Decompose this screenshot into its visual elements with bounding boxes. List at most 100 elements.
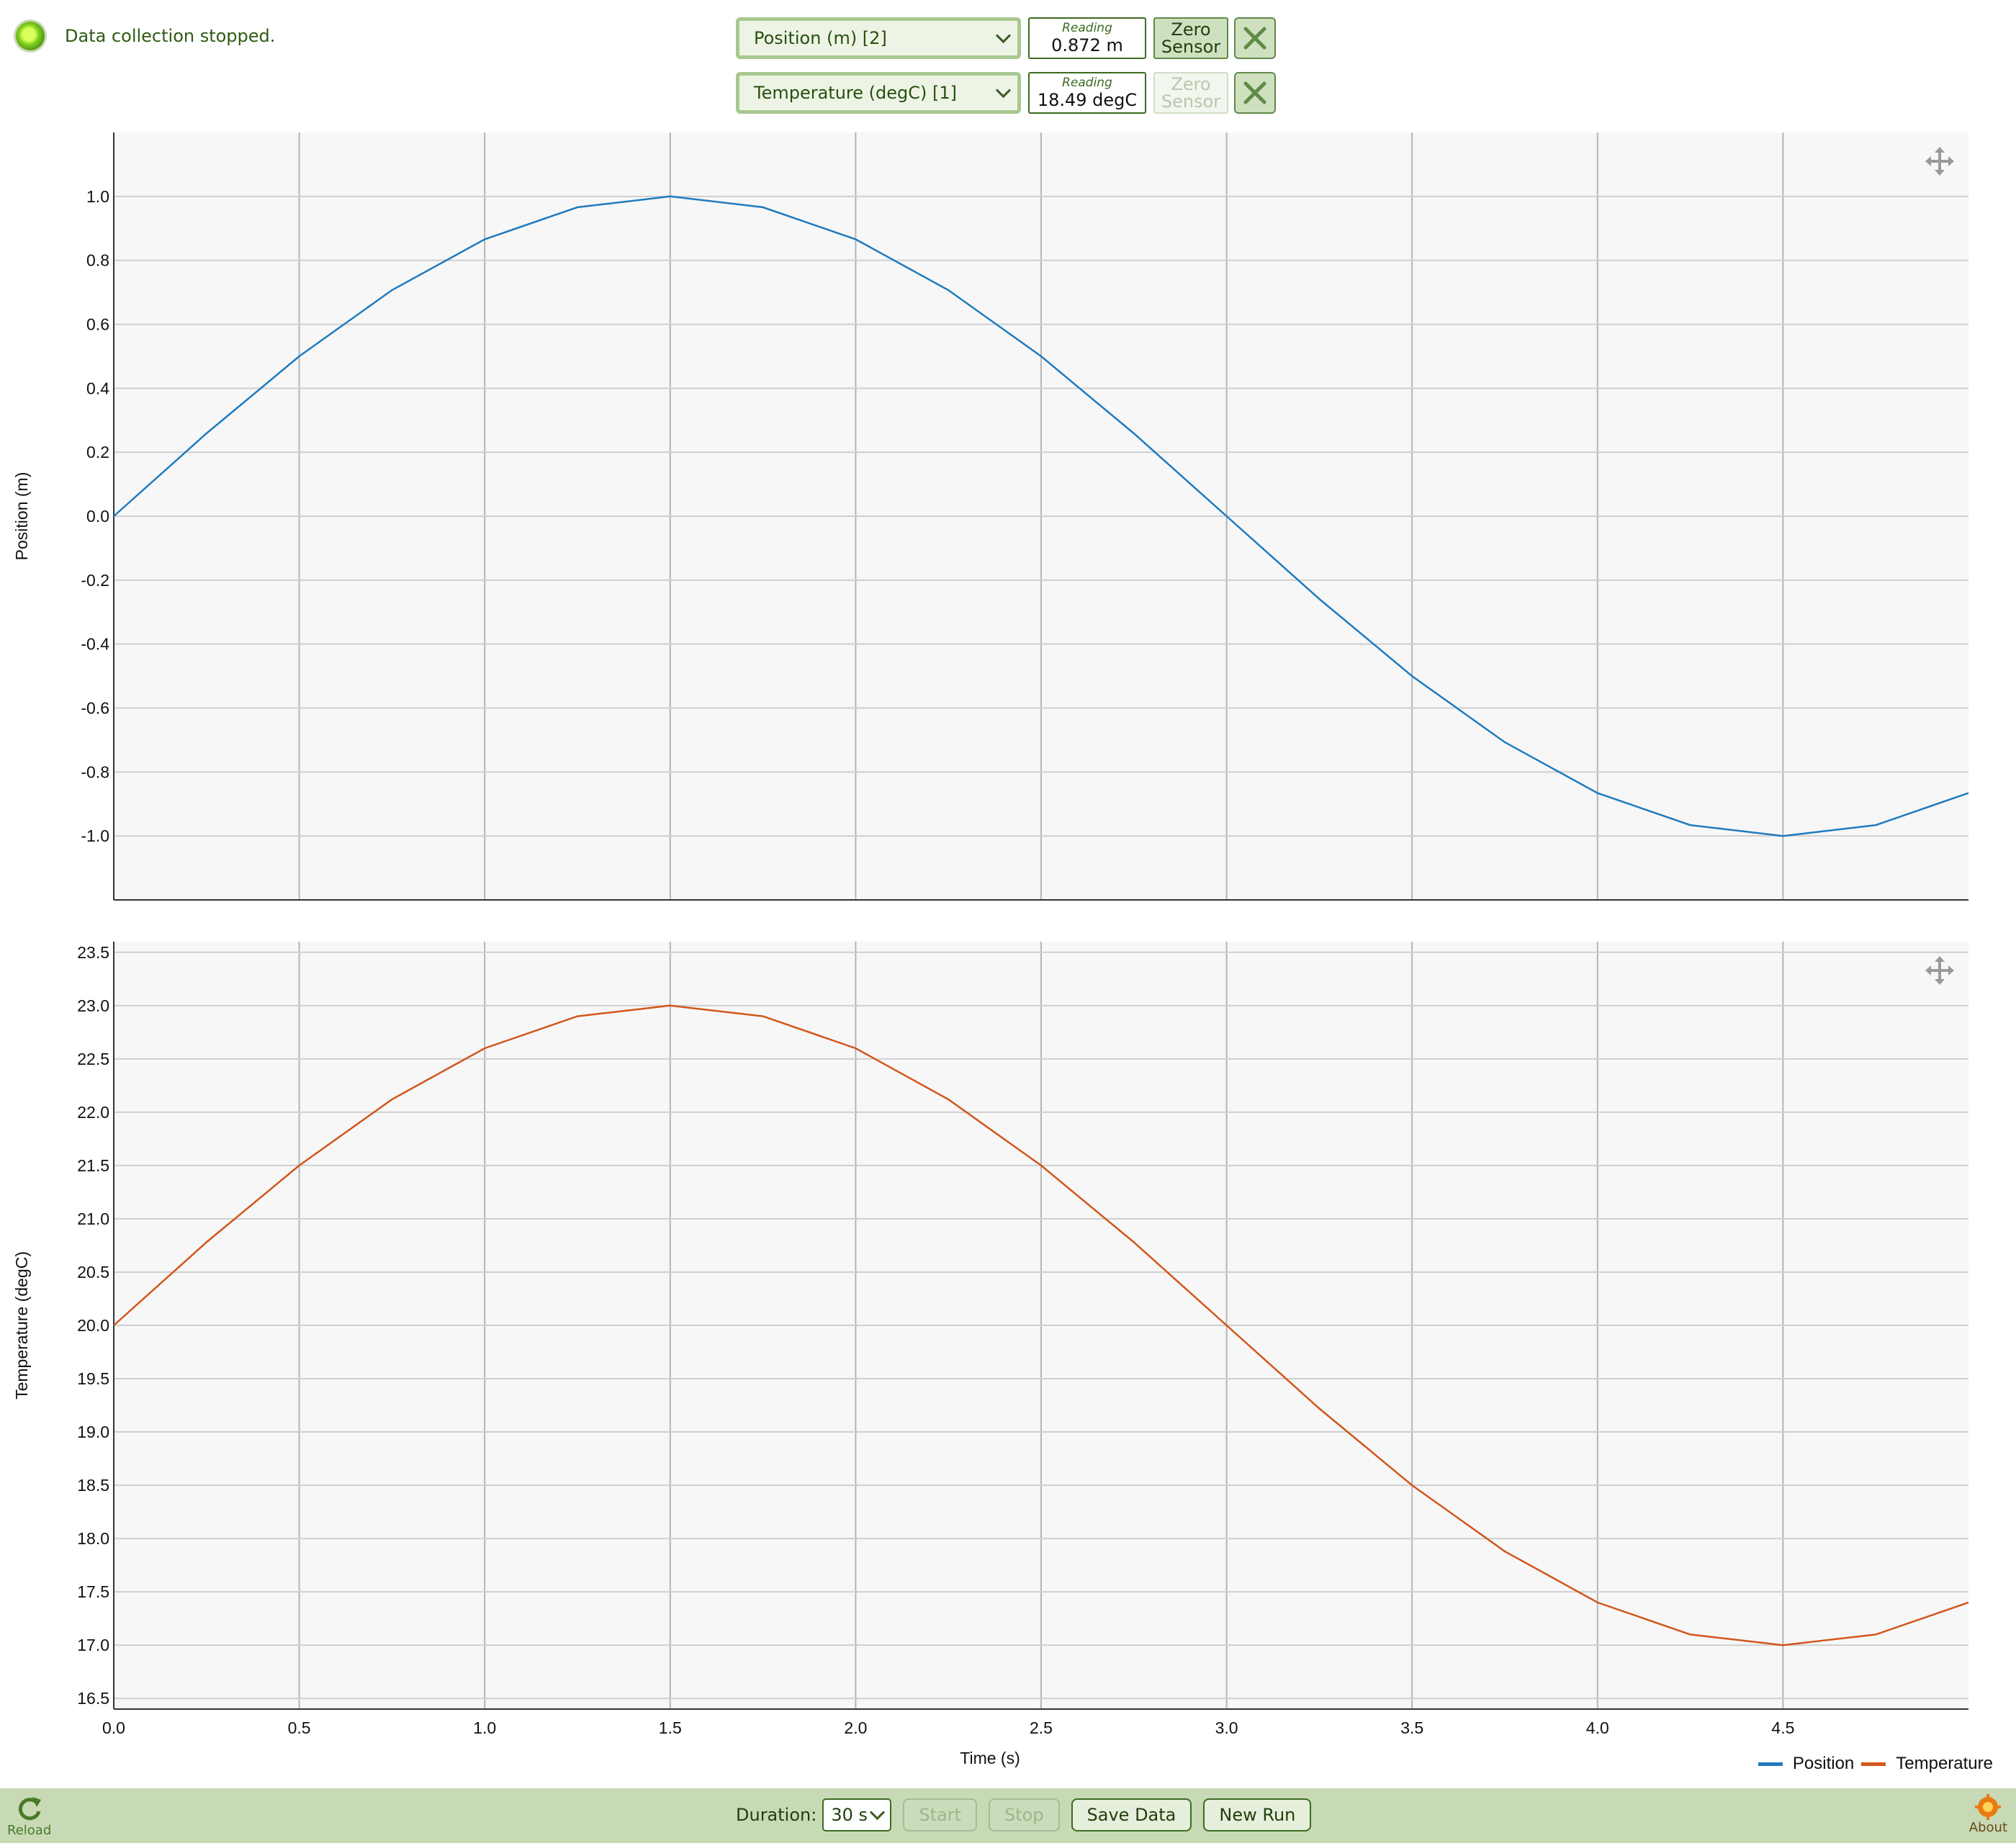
series-line-temperature [113, 1004, 1969, 1646]
legend-label: Temperature [1896, 1754, 1993, 1773]
y-tick-label: 21.5 [77, 1156, 109, 1175]
sensor-select-position[interactable]: Position (m) [2] [736, 17, 1021, 59]
x-tick-label: 0.0 [102, 1718, 125, 1737]
y-tick-label: 18.0 [77, 1529, 109, 1548]
zero-label: Zero [1171, 74, 1211, 94]
duration-value: 30 s [831, 1805, 868, 1825]
y-tick-label: 21.0 [77, 1209, 109, 1228]
about-button[interactable]: About [1969, 1794, 2007, 1835]
y-tick-label: 22.0 [77, 1103, 109, 1122]
legend-item-temperature: Temperature [1861, 1754, 1993, 1774]
y-tick-label: -0.4 [81, 635, 109, 654]
move-arrow-right [1948, 965, 1954, 975]
y-tick-label: 19.5 [77, 1369, 109, 1388]
start-button[interactable]: Start [903, 1798, 977, 1831]
y-tick-label: 17.5 [77, 1582, 109, 1601]
y-tick-label: 20.0 [77, 1316, 109, 1335]
sensor-select-label: Position (m) [2] [754, 28, 887, 48]
chevron-down-icon [870, 1804, 886, 1820]
x-tick-label: 0.5 [288, 1718, 311, 1737]
y-tick-label: 0.2 [86, 443, 109, 461]
reload-button[interactable]: Reload [7, 1794, 51, 1838]
zero-label: Zero [1171, 19, 1211, 40]
position-chart: 1.0 0.8 0.6 0.4 0.2 0.0 -0.2 -0.4 -0.6 -0.8 -1.0 Po… [12, 132, 1969, 901]
y-tick-label: 0.8 [86, 251, 109, 270]
y-tick-label: 20.5 [77, 1263, 109, 1281]
move-icon [1925, 956, 1954, 985]
reading-value: 0.872 m [1051, 35, 1123, 55]
y-axis-label: Position (m) [12, 472, 31, 561]
x-tick-label: 2.5 [1030, 1718, 1053, 1737]
sensor-label: Sensor [1161, 91, 1221, 112]
y-tick-label: 0.0 [86, 507, 109, 526]
x-tick-label: 2.0 [844, 1718, 867, 1737]
move-arrow-left [1925, 156, 1931, 166]
legend-label: Position [1792, 1754, 1855, 1773]
reload-icon [18, 1797, 41, 1821]
zero-sensor-button[interactable]: Zero Sensor [1153, 17, 1228, 59]
close-icon [1243, 27, 1266, 50]
close-icon [1243, 81, 1266, 104]
y-tick-label: 18.5 [77, 1476, 109, 1495]
move-arrow-down [1935, 979, 1945, 985]
legend-swatch [1758, 1762, 1783, 1766]
reading-label: Reading [1062, 21, 1112, 35]
new-run-button[interactable]: New Run [1203, 1798, 1312, 1831]
move-arrow-up [1935, 147, 1945, 153]
x-tick-label: 4.0 [1586, 1718, 1609, 1737]
x-tick-label: 1.0 [473, 1718, 496, 1737]
zero-sensor-button-disabled[interactable]: Zero Sensor [1153, 72, 1228, 114]
y-tick-label: -1.0 [81, 826, 109, 845]
series-line-position [113, 195, 1969, 837]
reload-label: Reload [7, 1823, 52, 1838]
reading-value: 18.49 degC [1037, 90, 1138, 110]
move-arrow-left [1925, 965, 1931, 975]
graphs-area: 1.0 0.8 0.6 0.4 0.2 0.0 -0.2 -0.4 -0.6 -0.8 -1.0 Po… [12, 132, 1969, 1767]
y-tick-label: 19.0 [77, 1423, 109, 1441]
legend-item-position: Position [1758, 1754, 1854, 1774]
y-tick-label: 16.5 [77, 1689, 109, 1708]
sensor-select-label: Temperature (degC) [1] [754, 83, 957, 103]
status-light-icon [16, 22, 45, 50]
duration-label: Duration: [736, 1805, 817, 1825]
y-tick-label: -0.2 [81, 571, 109, 590]
sensor-label: Sensor [1161, 37, 1221, 57]
y-tick-label: -0.6 [81, 699, 109, 718]
y-tick-label: 23.0 [77, 996, 109, 1015]
temperature-chart: 0.0 0.5 1.0 1.5 2.0 2.5 3.0 3.5 4.0 4.5 23.5 23.0 22… [12, 942, 1969, 1767]
sensor-reading: Reading 0.872 m [1028, 17, 1146, 59]
about-icon [1975, 1794, 2002, 1820]
legend-swatch [1861, 1762, 1886, 1766]
about-label: About [1968, 1820, 2007, 1835]
sensor-row-position: Position (m) [2] Reading 0.872 m Zero Se… [736, 17, 1276, 59]
sensor-row-temperature: Temperature (degC) [1] Reading 18.49 deg… [736, 72, 1276, 114]
y-tick-label: 1.0 [86, 187, 109, 206]
status-text: Data collection stopped. [65, 26, 276, 46]
status-indicator: Data collection stopped. [16, 22, 275, 50]
x-tick-label: 3.5 [1400, 1718, 1423, 1737]
collection-controls: Duration: 30 s Start Stop Save Data New … [736, 1798, 1312, 1831]
x-tick-label: 3.0 [1215, 1718, 1238, 1737]
y-axis-label: Temperature (degC) [12, 1251, 31, 1400]
y-tick-label: -0.8 [81, 762, 109, 781]
y-tick-label: 17.0 [77, 1636, 109, 1654]
x-tick-label: 1.5 [659, 1718, 682, 1737]
x-tick-label: 4.5 [1771, 1718, 1794, 1737]
move-arrow-down [1935, 170, 1945, 176]
remove-sensor-button[interactable] [1234, 17, 1276, 59]
y-tick-label: 22.5 [77, 1050, 109, 1068]
sensor-select-temperature[interactable]: Temperature (degC) [1] [736, 72, 1021, 114]
stop-button[interactable]: Stop [988, 1798, 1060, 1831]
reading-label: Reading [1062, 76, 1112, 90]
move-icon [1925, 147, 1954, 176]
x-axis-label: Time (s) [960, 1749, 1020, 1767]
chart-legend: Position Temperature [1751, 1754, 1993, 1774]
move-arrow-up [1935, 956, 1945, 962]
move-arrow-right [1948, 156, 1954, 166]
save-data-button[interactable]: Save Data [1071, 1798, 1192, 1831]
remove-sensor-button[interactable] [1234, 72, 1276, 114]
footer-toolbar: Reload Duration: 30 s Start Stop Save Da… [0, 1788, 2016, 1843]
y-tick-label: 0.4 [86, 379, 109, 397]
y-tick-label: 0.6 [86, 315, 109, 334]
duration-select[interactable]: 30 s [822, 1798, 892, 1831]
